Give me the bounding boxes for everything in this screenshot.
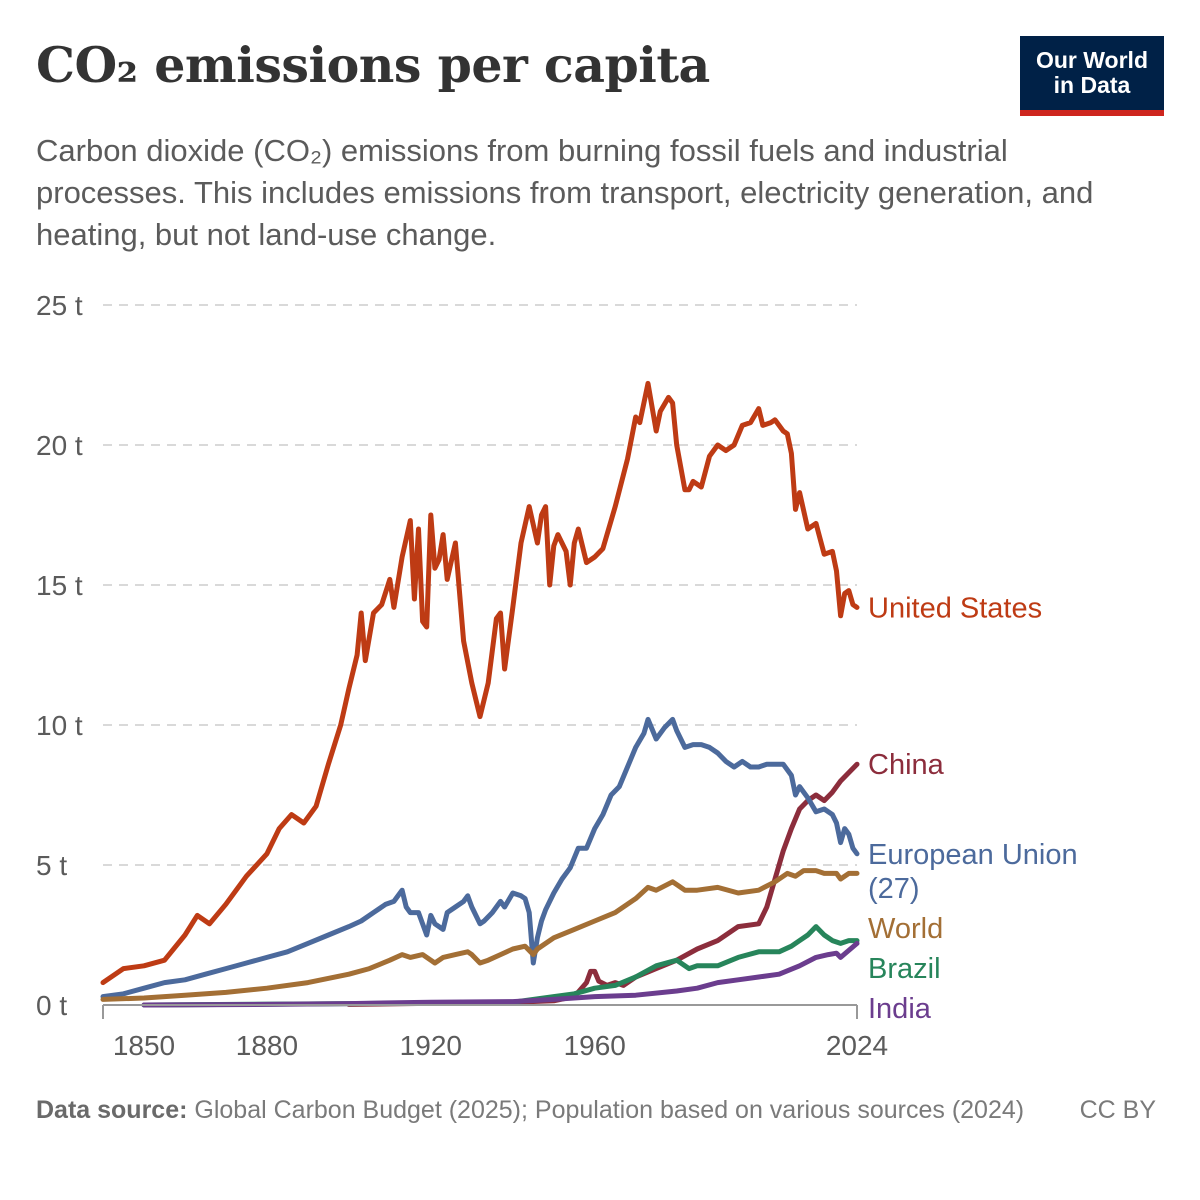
x-tick-label: 1880 bbox=[236, 1030, 298, 1061]
series-line-european-union-27[interactable] bbox=[100, 716, 860, 1000]
x-tick-label: 1920 bbox=[400, 1030, 462, 1061]
source-text: Global Carbon Budget (2025); Population … bbox=[187, 1096, 1025, 1124]
y-tick-label: 20 t bbox=[36, 430, 83, 461]
data-source-note: Data source: Global Carbon Budget (2025)… bbox=[36, 1092, 1036, 1128]
chart-title: CO₂ emissions per capita bbox=[36, 36, 710, 94]
x-axis: 1850 1880 1920 1960 2024 bbox=[102, 1004, 888, 1061]
x-tick-label: 2024 bbox=[826, 1030, 888, 1061]
chart-subtitle: Carbon dioxide (CO₂) emissions from burn… bbox=[36, 133, 1094, 252]
series-line-china[interactable] bbox=[346, 761, 860, 1007]
x-tick-label: 1960 bbox=[564, 1030, 626, 1061]
source-label: Data source: bbox=[36, 1096, 188, 1124]
y-tick-label: 15 t bbox=[36, 570, 83, 601]
series-line-india[interactable] bbox=[141, 940, 860, 1008]
owid-logo[interactable]: Our World in Data bbox=[1020, 36, 1164, 116]
line-chart: 0 t 5 t 10 t 15 t 20 t 25 t 1850 1880 1920 1960 2… bbox=[36, 290, 1078, 1061]
y-tick-label: 25 t bbox=[36, 290, 83, 321]
y-tick-label: 5 t bbox=[36, 850, 67, 881]
series-line-world[interactable] bbox=[100, 868, 860, 1002]
series-label[interactable]: India bbox=[868, 993, 932, 1025]
series-labels: United States China European Union (27) Worl… bbox=[868, 592, 1078, 1024]
series-label[interactable]: European Union (27) bbox=[868, 839, 1078, 905]
series-lines bbox=[100, 380, 860, 1008]
series-line-united-states[interactable] bbox=[100, 380, 860, 986]
y-tick-label: 10 t bbox=[36, 710, 83, 741]
x-tick-label: 1850 bbox=[113, 1030, 175, 1061]
logo-line-1: Our World bbox=[1035, 47, 1148, 73]
logo-line-2: in Data bbox=[1053, 72, 1131, 98]
y-tick-label: 0 t bbox=[36, 990, 67, 1021]
series-label[interactable]: United States bbox=[868, 592, 1042, 624]
gridlines: 0 t 5 t 10 t 15 t 20 t 25 t bbox=[36, 290, 857, 1021]
series-label[interactable]: China bbox=[868, 749, 945, 781]
series-label[interactable]: Brazil bbox=[868, 953, 941, 985]
license-link[interactable]: CC BY bbox=[1079, 1096, 1156, 1124]
series-label[interactable]: World bbox=[868, 913, 943, 945]
series-line-brazil[interactable] bbox=[141, 924, 860, 1008]
